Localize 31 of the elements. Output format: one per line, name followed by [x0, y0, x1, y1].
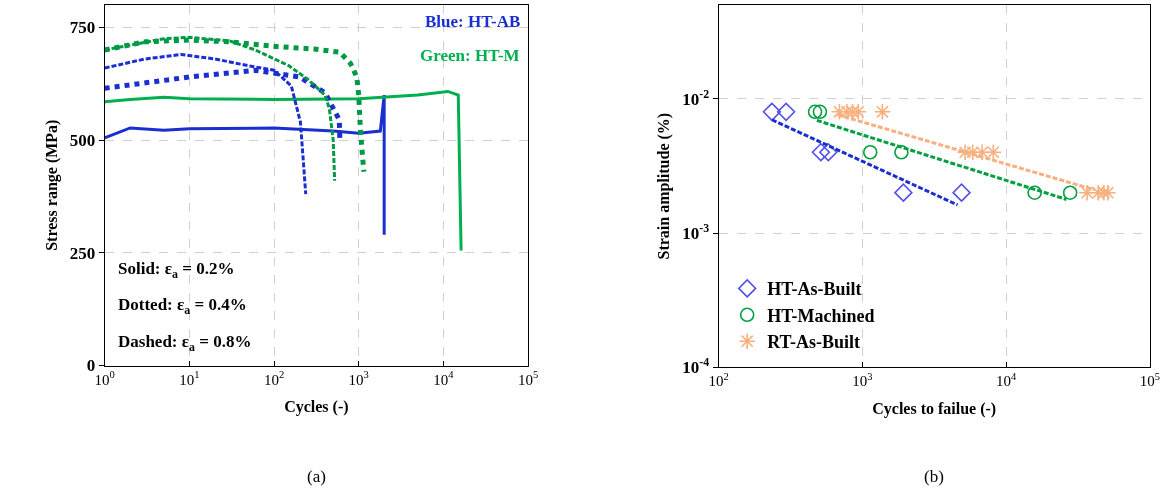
x-tick-label: 10$^{5}$: [517, 369, 539, 388]
y-tick-label: 10$^{-3}$: [682, 220, 710, 244]
x-axis-title: Cycles to failue (-): [872, 400, 997, 419]
annotation: Dotted: ε$_{a}$ = 0.4%: [118, 295, 247, 317]
x-tick-label: 10$^{5}$: [1139, 371, 1160, 390]
x-tick-label: 10$^{4}$: [995, 371, 1017, 390]
legend-label: HT-Machined: [767, 305, 875, 326]
x-tick-label: 10$^{4}$: [433, 369, 455, 388]
annotation: Green: HT-M: [420, 46, 520, 65]
y-tick-label: 10$^{-2}$: [682, 86, 710, 109]
y-tick-label: 0: [86, 356, 96, 376]
x-tick-label: 10$^{3}$: [852, 371, 873, 390]
annotation: Blue: HT-AB: [425, 12, 521, 31]
text: (b): [924, 467, 944, 486]
x-tick-label: 10$^{2}$: [708, 371, 729, 390]
text: (a): [307, 467, 326, 486]
annotation: Dashed: ε$_{a}$ = 0.8%: [118, 332, 252, 354]
y-axis-title: Strain amplitude (%): [655, 112, 674, 260]
y-tick-label: 10$^{-4}$: [682, 355, 710, 378]
y-axis-title: Stress range (MPa): [42, 119, 61, 251]
y-tick-label: 750: [69, 18, 96, 38]
y-tick-label: 500: [69, 131, 96, 151]
x-tick-label: 10$^{3}$: [348, 369, 369, 388]
x-tick-label: 10$^{2}$: [263, 369, 285, 388]
annotation: Solid: ε$_{a}$ = 0.2%: [118, 259, 235, 281]
legend-label: RT-As-Built: [767, 332, 860, 353]
x-axis-title: Cycles (-): [284, 398, 349, 417]
x-tick-label: 10$^{0}$: [94, 369, 115, 388]
y-tick-label: 250: [69, 243, 96, 263]
x-tick-label: 10$^{1}$: [179, 369, 200, 388]
legend-label: HT-As-Built: [767, 279, 862, 300]
